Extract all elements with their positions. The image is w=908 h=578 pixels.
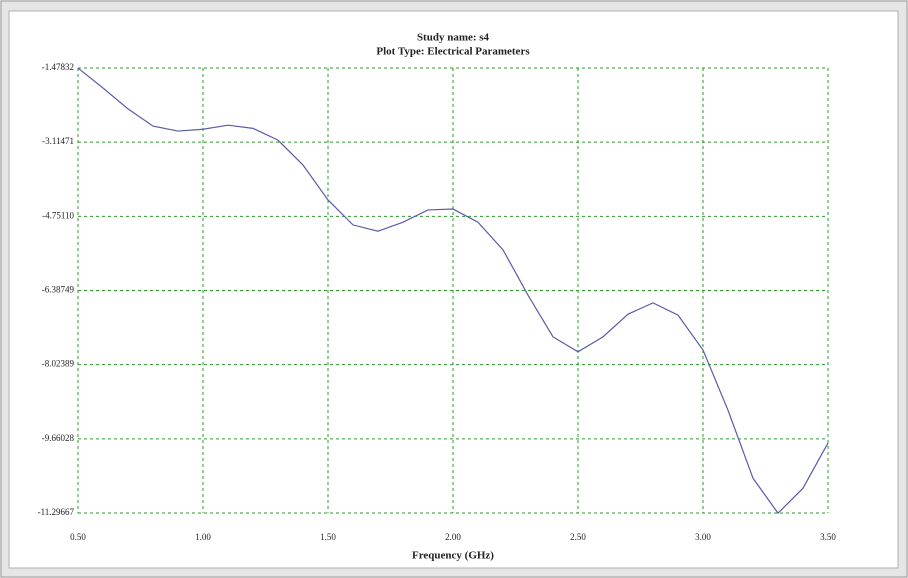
y-tick-label: -3.11471: [42, 136, 74, 146]
x-tick-label: 1.50: [320, 532, 336, 542]
y-tick-label: -4.75110: [42, 210, 74, 220]
chart-subtitle: Plot Type: Electrical Parameters: [376, 46, 530, 58]
x-tick-label: 2.50: [570, 532, 586, 542]
y-tick-label: -1.47832: [42, 62, 74, 72]
y-tick-label: -9.66028: [42, 433, 75, 443]
x-axis-label: Frequency (GHz): [412, 550, 494, 562]
x-tick-label: 2.00: [445, 532, 461, 542]
chart-title: Study name: s4: [417, 32, 490, 44]
y-tick-label: -6.38749: [42, 285, 75, 295]
plot-panel: [8, 10, 899, 569]
y-tick-label: -11.29667: [38, 507, 75, 517]
data-line: [77, 67, 829, 515]
x-tick-label: 3.00: [695, 532, 711, 542]
x-tick-label: 0.50: [70, 532, 86, 542]
y-tick-label: -8.02389: [42, 359, 75, 369]
x-tick-label: 3.50: [820, 532, 836, 542]
x-tick-label: 1.00: [195, 532, 211, 542]
